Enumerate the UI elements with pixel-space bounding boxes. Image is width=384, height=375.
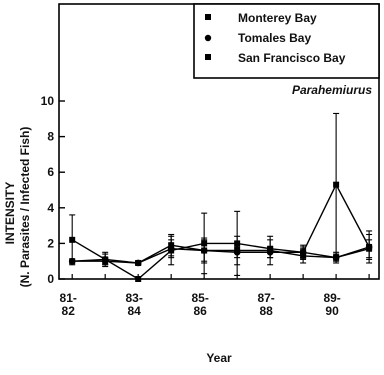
x-tick-label-bottom: 82 bbox=[62, 304, 76, 318]
x-tick-label-top: 89- bbox=[323, 291, 340, 305]
x-axis-title: Year bbox=[206, 351, 232, 365]
legend-label-tomales: Tomales Bay bbox=[238, 31, 311, 45]
point-sanfrancisco bbox=[69, 258, 76, 265]
y-tick-label: 8 bbox=[47, 130, 54, 144]
point-sanfrancisco bbox=[300, 252, 307, 259]
y-tick-label: 6 bbox=[47, 165, 54, 179]
x-tick-label-bottom: 86 bbox=[193, 304, 207, 318]
panel-label: Parahemiurus bbox=[292, 83, 372, 97]
legend-marker-monterey bbox=[205, 14, 211, 20]
series-layer bbox=[68, 112, 373, 282]
point-sanfrancisco bbox=[234, 247, 241, 254]
x-tick-label-top: 83- bbox=[126, 291, 143, 305]
y-axis-title-line1: INTENSITY bbox=[3, 182, 17, 245]
y-axis: 0 2 4 6 8 10 bbox=[41, 94, 65, 286]
x-axis: 81-82 83-84 85-86 87-88 89-90 bbox=[60, 274, 370, 318]
legend-marker-sanfrancisco bbox=[205, 54, 211, 60]
legend-label-sanfrancisco: San Francisco Bay bbox=[238, 51, 346, 65]
x-tick-label-bottom: 84 bbox=[127, 304, 141, 318]
point-monterey bbox=[69, 236, 76, 243]
point-sanfrancisco bbox=[102, 258, 109, 265]
x-tick-label-top: 87- bbox=[257, 291, 274, 305]
legend-marker-tomales bbox=[204, 34, 212, 42]
y-tick-label: 2 bbox=[47, 236, 54, 250]
legend: Monterey Bay Tomales Bay San Francisco B… bbox=[193, 3, 380, 79]
point-sanfrancisco bbox=[135, 259, 142, 266]
x-tick-label-bottom: 90 bbox=[325, 304, 339, 318]
series-sanfrancisco bbox=[69, 233, 373, 266]
x-tick-label-top: 81- bbox=[60, 291, 77, 305]
point-sanfrancisco bbox=[366, 245, 373, 252]
point-sanfrancisco bbox=[333, 254, 340, 261]
point-monterey bbox=[135, 276, 142, 282]
series-line-monterey bbox=[71, 183, 370, 280]
series-tomales bbox=[68, 230, 373, 267]
legend-box bbox=[193, 3, 380, 79]
point-monterey bbox=[333, 181, 340, 188]
series-line-sanfrancisco bbox=[72, 244, 370, 264]
legend-label-monterey: Monterey Bay bbox=[238, 11, 317, 25]
y-tick-label: 10 bbox=[41, 94, 55, 108]
series-line-tomales bbox=[72, 246, 370, 264]
x-tick-label-top: 85- bbox=[191, 291, 208, 305]
point-sanfrancisco bbox=[267, 247, 274, 254]
point-sanfrancisco bbox=[168, 242, 175, 249]
x-tick-label-bottom: 88 bbox=[259, 304, 273, 318]
point-sanfrancisco bbox=[201, 247, 208, 254]
y-tick-label: 0 bbox=[47, 272, 54, 286]
y-tick-label: 4 bbox=[47, 201, 54, 215]
y-axis-title-line2: (N. Parasites / Infected Fish) bbox=[18, 127, 32, 288]
